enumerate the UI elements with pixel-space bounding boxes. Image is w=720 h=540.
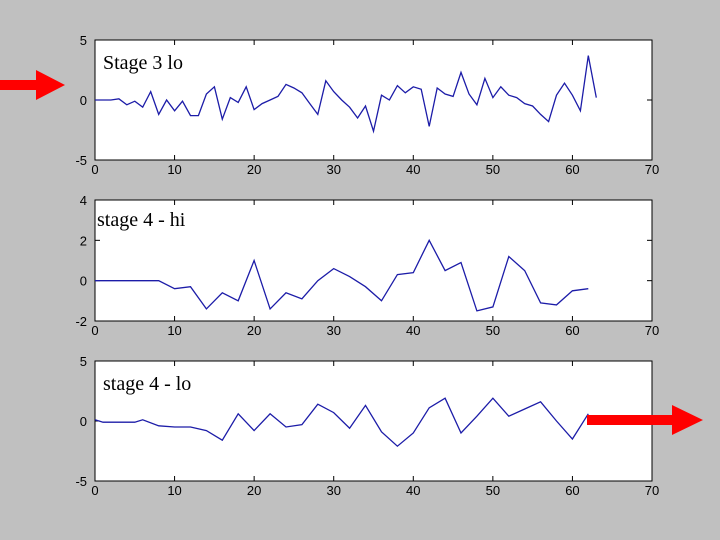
x-tick-label: 10 — [167, 483, 181, 498]
y-tick-label: 0 — [80, 93, 87, 108]
x-tick-label: 0 — [91, 162, 98, 177]
x-tick-label: 10 — [167, 162, 181, 177]
x-tick-label: 30 — [326, 483, 340, 498]
y-tick-label: 4 — [80, 193, 87, 208]
x-tick-label: 20 — [247, 162, 261, 177]
plot-area — [94, 199, 653, 322]
x-tick-label: 70 — [645, 483, 659, 498]
y-tick-label: 0 — [80, 414, 87, 429]
x-tick-label: 50 — [486, 323, 500, 338]
x-tick-label: 40 — [406, 162, 420, 177]
x-tick-label: 20 — [247, 323, 261, 338]
data-line — [94, 397, 589, 448]
x-tick-label: 40 — [406, 323, 420, 338]
plot-title: stage 4 - lo — [103, 373, 191, 395]
x-tick-label: 0 — [91, 483, 98, 498]
x-tick-label: 50 — [486, 162, 500, 177]
x-tick-label: 70 — [645, 162, 659, 177]
x-tick-label: 30 — [326, 162, 340, 177]
x-tick-label: 30 — [326, 323, 340, 338]
x-tick-label: 10 — [167, 323, 181, 338]
data-line — [95, 55, 597, 134]
x-tick-label: 60 — [565, 483, 579, 498]
data-line — [95, 238, 589, 312]
plot-area — [94, 39, 653, 161]
y-tick-label: 5 — [80, 33, 87, 48]
arrow-in — [0, 70, 65, 100]
y-tick-label: 0 — [80, 274, 87, 289]
y-tick-label: -5 — [75, 474, 87, 489]
x-tick-label: 40 — [406, 483, 420, 498]
y-tick-label: -2 — [75, 314, 87, 329]
x-tick-label: 50 — [486, 483, 500, 498]
y-tick-label: 2 — [80, 233, 87, 248]
arrow-out — [587, 405, 703, 435]
x-tick-label: 60 — [565, 323, 579, 338]
y-tick-label: -5 — [75, 153, 87, 168]
plot-title: Stage 3 lo — [103, 52, 183, 74]
x-tick-label: 0 — [91, 323, 98, 338]
y-tick-label: 5 — [80, 354, 87, 369]
x-tick-label: 20 — [247, 483, 261, 498]
plot-title: stage 4 - hi — [97, 209, 186, 231]
x-tick-label: 70 — [645, 323, 659, 338]
x-tick-label: 60 — [565, 162, 579, 177]
